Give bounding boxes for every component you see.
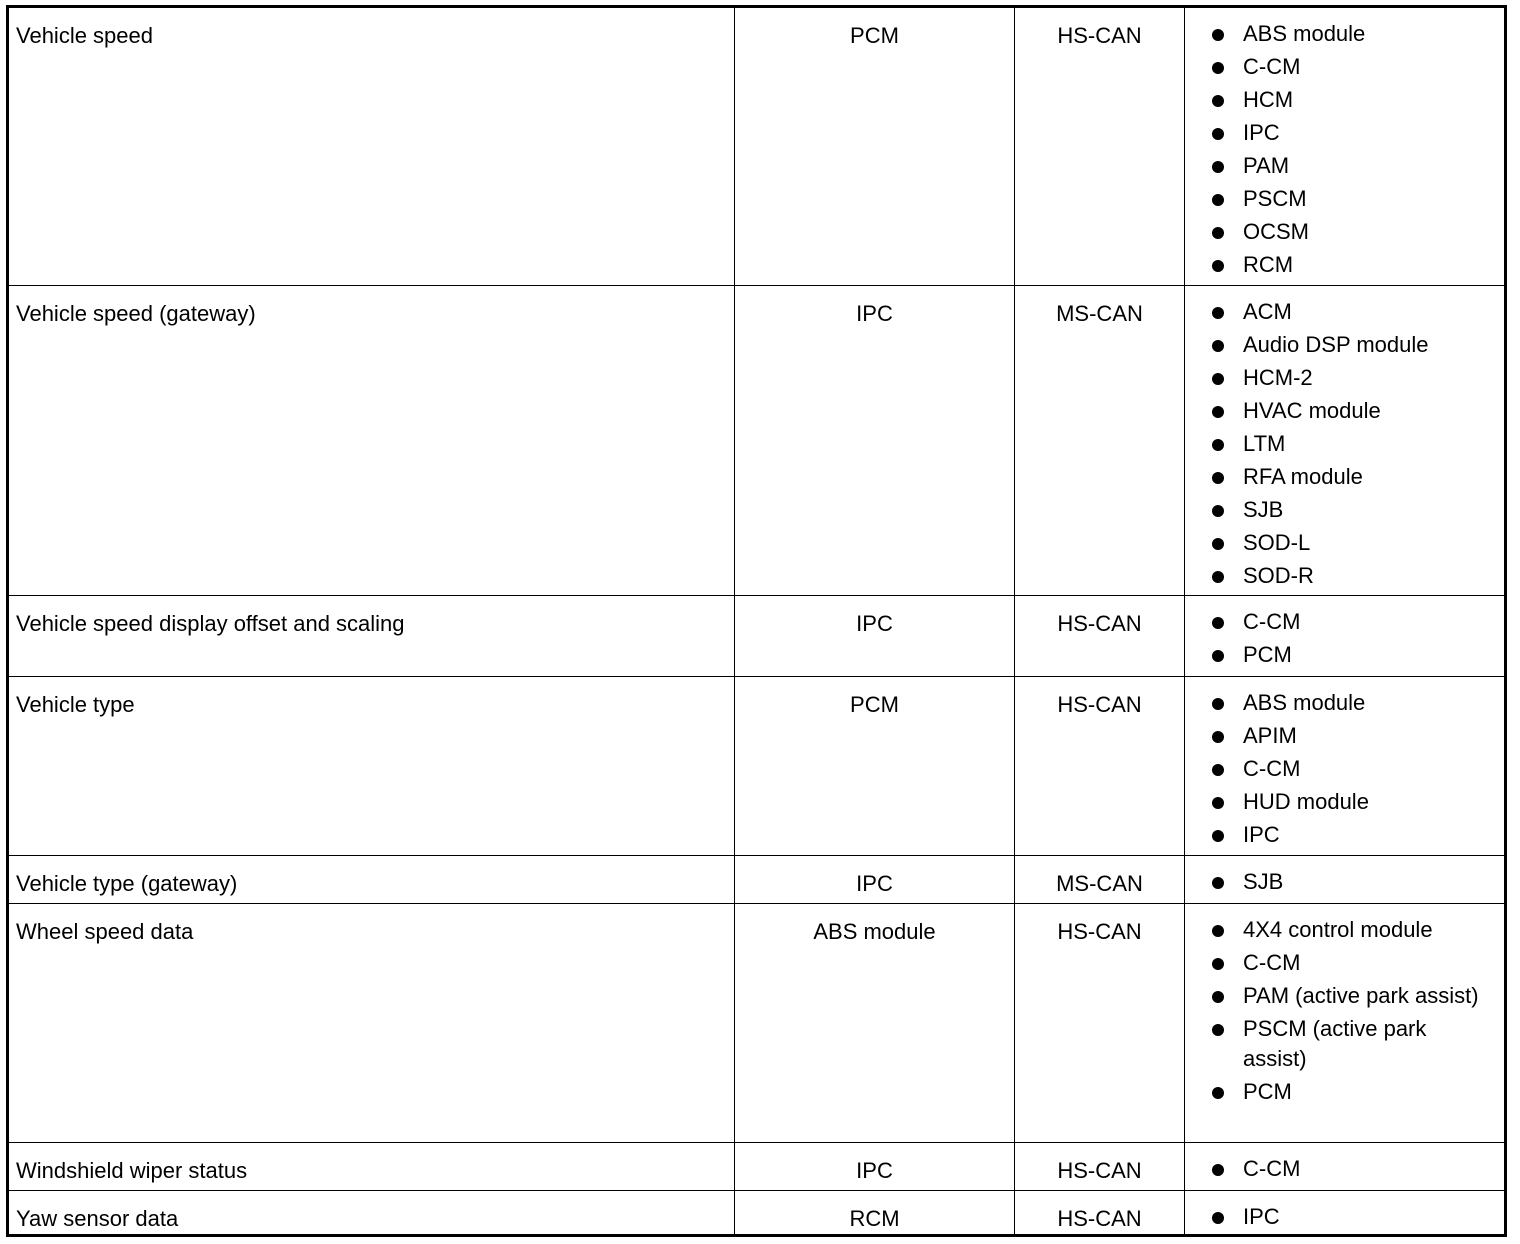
receiver-item: IPC (1212, 118, 1488, 148)
receiver-item: SOD-R (1212, 561, 1488, 591)
receiver-item: HCM-2 (1212, 363, 1488, 393)
receiver-item: ACM (1212, 297, 1488, 327)
receivers-cell: IPC (1185, 1191, 1504, 1237)
receiver-item: C-CM (1212, 1154, 1488, 1184)
receiver-item: SJB (1212, 867, 1488, 897)
receivers-cell: ABS module APIM C-CM HUD module IPC (1185, 677, 1504, 855)
network-cell: MS-CAN (1015, 856, 1185, 903)
network-cell: HS-CAN (1015, 904, 1185, 1142)
signal-cell: Vehicle speed display offset and scaling (9, 596, 735, 676)
network-cell: HS-CAN (1015, 1191, 1185, 1237)
receiver-list: IPC (1185, 1202, 1488, 1232)
receiver-list: 4X4 control module C-CM PAM (active park a… (1185, 915, 1488, 1107)
originator-cell: IPC (735, 856, 1015, 903)
receiver-item: LTM (1212, 429, 1488, 459)
signal-cell: Vehicle speed (9, 8, 735, 285)
receiver-item: ABS module (1212, 688, 1488, 718)
originator-cell: PCM (735, 8, 1015, 285)
table-row: Vehicle type PCM HS-CAN ABS module APIM C-CM H… (9, 677, 1504, 856)
network-cell: HS-CAN (1015, 8, 1185, 285)
receiver-item: SJB (1212, 495, 1488, 525)
network-cell: HS-CAN (1015, 1143, 1185, 1190)
receiver-item: Audio DSP module (1212, 330, 1488, 360)
receiver-item: APIM (1212, 721, 1488, 751)
receiver-list: ABS module C-CM HCM IPC PAM PSCM OCSM RCM (1185, 19, 1488, 280)
receivers-cell: ABS module C-CM HCM IPC PAM PSCM OCSM RCM (1185, 8, 1504, 285)
table-row: Vehicle type (gateway) IPC MS-CAN SJB (9, 856, 1504, 904)
originator-cell: IPC (735, 596, 1015, 676)
table-row: Vehicle speed display offset and scaling… (9, 596, 1504, 677)
receiver-item: C-CM (1212, 754, 1488, 784)
originator-cell: IPC (735, 286, 1015, 595)
receiver-item: IPC (1212, 1202, 1488, 1232)
receiver-item: C-CM (1212, 607, 1488, 637)
receiver-item: PSCM (active park assist) (1212, 1014, 1488, 1074)
receiver-list: C-CM PCM (1185, 607, 1488, 670)
receiver-item: OCSM (1212, 217, 1488, 247)
table-row: Windshield wiper status IPC HS-CAN C-CM (9, 1143, 1504, 1191)
receiver-item: C-CM (1212, 52, 1488, 82)
receiver-item: HVAC module (1212, 396, 1488, 426)
signal-cell: Windshield wiper status (9, 1143, 735, 1190)
receiver-item: C-CM (1212, 948, 1488, 978)
network-cell: HS-CAN (1015, 596, 1185, 676)
table-row: Vehicle speed (gateway) IPC MS-CAN ACM Audio… (9, 286, 1504, 596)
signal-cell: Yaw sensor data (9, 1191, 735, 1237)
receiver-item: HUD module (1212, 787, 1488, 817)
receiver-item: RFA module (1212, 462, 1488, 492)
receiver-item: PSCM (1212, 184, 1488, 214)
receiver-item: SOD-L (1212, 528, 1488, 558)
table-row: Yaw sensor data RCM HS-CAN IPC (9, 1191, 1504, 1237)
table-row: Wheel speed data ABS module HS-CAN 4X4 cont… (9, 904, 1504, 1143)
receivers-cell: SJB (1185, 856, 1504, 903)
originator-cell: RCM (735, 1191, 1015, 1237)
receiver-item: PAM (1212, 151, 1488, 181)
receivers-cell: ACM Audio DSP module HCM-2 HVAC module LTM RF… (1185, 286, 1504, 595)
originator-cell: ABS module (735, 904, 1015, 1142)
signal-cell: Vehicle type (gateway) (9, 856, 735, 903)
signal-cell: Vehicle type (9, 677, 735, 855)
signal-cell: Wheel speed data (9, 904, 735, 1142)
receivers-cell: C-CM PCM (1185, 596, 1504, 676)
table: Vehicle speed PCM HS-CAN ABS module C-CM HCM I… (6, 5, 1507, 1237)
receiver-item: HCM (1212, 85, 1488, 115)
receivers-cell: C-CM (1185, 1143, 1504, 1190)
originator-cell: IPC (735, 1143, 1015, 1190)
receiver-item: RCM (1212, 250, 1488, 280)
receiver-list: SJB (1185, 867, 1488, 897)
table-row: Vehicle speed PCM HS-CAN ABS module C-CM HCM I… (9, 8, 1504, 286)
receiver-list: ABS module APIM C-CM HUD module IPC (1185, 688, 1488, 850)
receiver-item: ABS module (1212, 19, 1488, 49)
signal-cell: Vehicle speed (gateway) (9, 286, 735, 595)
receiver-item: PCM (1212, 640, 1488, 670)
receiver-item: 4X4 control module (1212, 915, 1488, 945)
receivers-cell: 4X4 control module C-CM PAM (active park a… (1185, 904, 1504, 1142)
network-cell: MS-CAN (1015, 286, 1185, 595)
network-cell: HS-CAN (1015, 677, 1185, 855)
receiver-item: PAM (active park assist) (1212, 981, 1488, 1011)
receiver-item: IPC (1212, 820, 1488, 850)
originator-cell: PCM (735, 677, 1015, 855)
receiver-list: ACM Audio DSP module HCM-2 HVAC module LTM RF… (1185, 297, 1488, 591)
receiver-item: PCM (1212, 1077, 1488, 1107)
receiver-list: C-CM (1185, 1154, 1488, 1184)
